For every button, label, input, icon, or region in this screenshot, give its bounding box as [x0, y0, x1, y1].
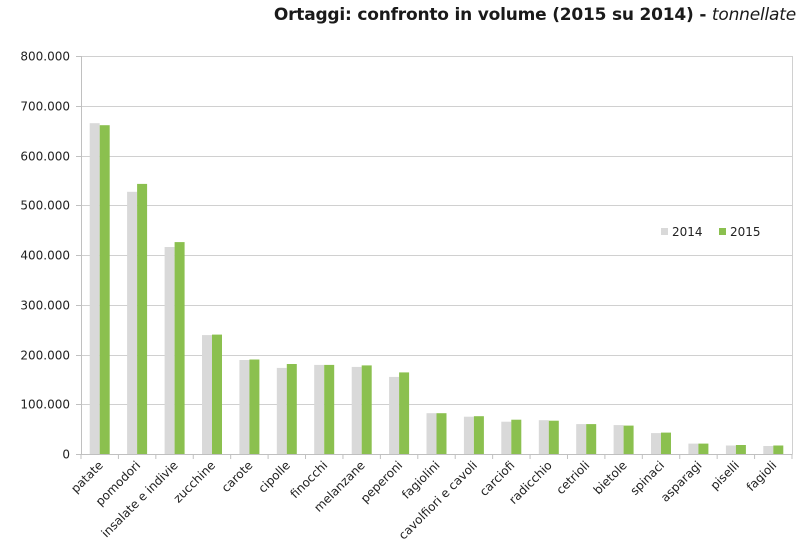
bar-2015 — [99, 125, 110, 454]
bar-2015 — [361, 365, 372, 454]
chart-title-unit: tonnellate — [711, 5, 796, 25]
bar-2014 — [202, 335, 212, 454]
y-tick-label: 400.000 — [20, 249, 70, 263]
y-tick-label: 500.000 — [20, 199, 70, 213]
legend-label-2014: 2014 — [672, 225, 703, 239]
bar-2014 — [239, 360, 250, 454]
bar-2014 — [463, 416, 474, 454]
legend-label-2015: 2015 — [730, 225, 761, 239]
bar-2015 — [623, 425, 634, 454]
bar-2014 — [501, 421, 512, 454]
bar-2015 — [698, 443, 709, 454]
y-tick-label: 600.000 — [20, 150, 70, 164]
bar-2015 — [399, 372, 410, 454]
bar-2014 — [314, 364, 325, 454]
x-tick-label: bietole — [591, 458, 630, 497]
y-tick-label: 300.000 — [20, 299, 70, 313]
y-tick-label: 200.000 — [20, 349, 70, 363]
x-tick-label: carote — [219, 458, 256, 495]
legend-swatch-2014 — [661, 228, 668, 235]
y-tick-label: 100.000 — [20, 398, 70, 412]
bar-2014 — [613, 425, 624, 454]
gridlines — [81, 56, 792, 405]
bar-2015 — [473, 416, 484, 454]
bar-2015 — [511, 419, 522, 454]
bar-2014 — [276, 367, 287, 454]
bar-2015 — [773, 445, 784, 454]
bar-2015 — [661, 432, 671, 454]
bar-2015 — [212, 334, 222, 454]
bar-2014 — [351, 366, 362, 454]
y-tick-label: 0 — [62, 448, 70, 462]
x-tick-label: asparagi — [658, 458, 705, 505]
chart-title-separator: - — [693, 5, 712, 25]
bar-2015 — [548, 420, 559, 454]
bar-2015 — [137, 183, 148, 454]
bar-2014 — [538, 420, 549, 454]
bar-2014 — [127, 191, 138, 455]
bar-2014 — [725, 445, 736, 454]
bar-2014 — [389, 376, 400, 454]
bar-2014 — [688, 443, 699, 454]
y-tick-label: 700.000 — [20, 100, 70, 114]
bar-2014 — [426, 413, 437, 454]
bar-2014 — [89, 123, 100, 454]
y-tick-label: 800.000 — [20, 50, 70, 64]
bar-2014 — [763, 446, 774, 454]
bar-2015 — [249, 359, 260, 454]
legend: 2014 2015 — [661, 225, 761, 239]
bar-2015 — [286, 364, 297, 454]
x-tick-label: piselli — [708, 458, 742, 492]
y-axis: 0 100.000 200.000 300.000 400.000 500.000 600.… — [20, 50, 793, 462]
bar-2015 — [174, 242, 185, 454]
x-tick-label: cetrioli — [553, 458, 592, 497]
x-tick-label: fagioli — [744, 458, 780, 494]
legend-swatch-2015 — [719, 228, 726, 235]
bar-2015 — [324, 364, 335, 454]
bars — [89, 123, 784, 455]
bar-2015 — [586, 424, 597, 454]
chart-title: Ortaggi: confronto in volume (2015 su 20… — [274, 5, 796, 25]
chart-title-main: Ortaggi: confronto in volume (2015 su 20… — [273, 5, 694, 25]
bar-2014 — [576, 424, 587, 454]
bar-2015 — [436, 413, 447, 454]
bar-2015 — [735, 445, 746, 454]
bar-2014 — [651, 433, 661, 454]
bar-2014 — [164, 247, 175, 454]
